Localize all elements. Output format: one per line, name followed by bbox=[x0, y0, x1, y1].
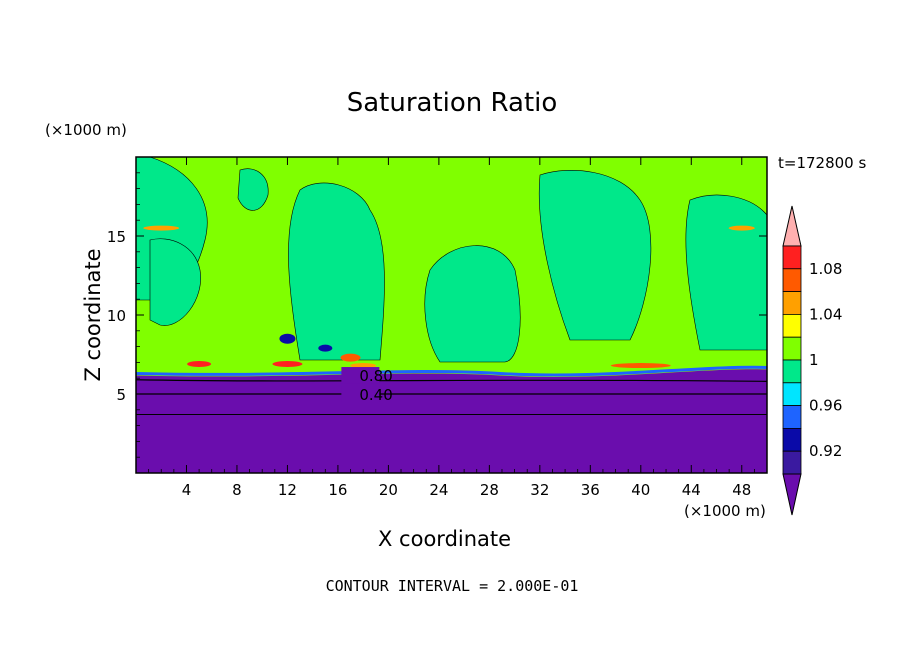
x-tick-label: 16 bbox=[328, 481, 347, 499]
chart-title: Saturation Ratio bbox=[346, 88, 558, 118]
contour-label-bg bbox=[341, 367, 380, 384]
contour-interval-label: CONTOUR INTERVAL = 2.000E-01 bbox=[325, 577, 579, 595]
near-saturation-region bbox=[685, 194, 768, 351]
x-tick-label: 44 bbox=[682, 481, 701, 499]
y-tick-label: 5 bbox=[116, 386, 126, 404]
dry-layer bbox=[136, 369, 767, 473]
x-tick-label: 8 bbox=[232, 481, 242, 499]
near-saturation-region bbox=[424, 245, 521, 363]
colorbar-level-label: 0.96 bbox=[809, 397, 842, 415]
contour-label: 0.80 bbox=[359, 367, 392, 385]
near-saturation-region bbox=[149, 238, 201, 326]
plot-area: 0.800.40 bbox=[135, 156, 768, 474]
colorbar-segment bbox=[782, 313, 802, 338]
x-axis-unit: (×1000 m) bbox=[684, 502, 766, 520]
data-patch bbox=[272, 360, 303, 367]
time-label: t=172800 s bbox=[778, 154, 867, 172]
contour-label: 0.40 bbox=[359, 386, 392, 404]
x-axis-label: X coordinate bbox=[378, 527, 512, 551]
near-saturation-region bbox=[539, 170, 652, 341]
colorbar-level-label: 1.04 bbox=[809, 305, 842, 323]
colorbar-segment bbox=[782, 336, 802, 361]
x-tick-label: 12 bbox=[278, 481, 297, 499]
data-patch bbox=[318, 344, 333, 352]
x-tick-label: 28 bbox=[480, 481, 499, 499]
colorbar-segment bbox=[782, 268, 802, 292]
x-axis: 4 8 12 16 20 24 28 32 36 40 44 48 bbox=[148, 157, 755, 499]
colorbar-min-extension bbox=[782, 473, 802, 516]
x-tick-label: 48 bbox=[732, 481, 751, 499]
data-patch bbox=[340, 353, 361, 362]
data-patch bbox=[279, 333, 296, 344]
x-tick-label: 40 bbox=[631, 481, 650, 499]
x-tick-label: 20 bbox=[379, 481, 398, 499]
colorbar-segment bbox=[782, 382, 802, 406]
boundary-band bbox=[135, 365, 768, 377]
colorbar-max-extension bbox=[782, 205, 802, 247]
x-tick-label: 32 bbox=[530, 481, 549, 499]
data-patch bbox=[143, 225, 180, 231]
colorbar-segment bbox=[782, 245, 802, 270]
y-axis: 5 10 15 bbox=[107, 172, 767, 458]
x-tick-label: 4 bbox=[182, 481, 192, 499]
colorbar-segment bbox=[782, 405, 802, 429]
near-saturation-region bbox=[288, 182, 385, 361]
data-patch bbox=[728, 225, 755, 231]
near-saturation-region bbox=[237, 168, 269, 211]
colorbar-level-label: 0.92 bbox=[809, 442, 842, 460]
data-patch bbox=[350, 363, 377, 369]
contour-line-080 bbox=[135, 379, 768, 382]
data-patch bbox=[187, 360, 212, 367]
colorbar-segment bbox=[782, 450, 802, 475]
colorbar-level-label: 1 bbox=[809, 351, 819, 369]
colorbar-segment bbox=[782, 359, 802, 384]
contour-label-bg bbox=[341, 386, 380, 402]
y-axis-unit: (×1000 m) bbox=[45, 121, 127, 139]
data-patch bbox=[610, 363, 671, 369]
y-axis-label: Z coordinate bbox=[81, 248, 105, 382]
x-tick-label: 24 bbox=[429, 481, 448, 499]
y-tick-label: 15 bbox=[107, 228, 126, 246]
colorbar-level-label: 1.08 bbox=[809, 260, 842, 278]
colorbar: 0.92 0.96 1 1.04 1.08 bbox=[782, 205, 842, 516]
colorbar-segment bbox=[782, 427, 802, 452]
x-tick-label: 36 bbox=[581, 481, 600, 499]
colorbar-segment bbox=[782, 291, 802, 315]
y-tick-label: 10 bbox=[107, 307, 126, 325]
